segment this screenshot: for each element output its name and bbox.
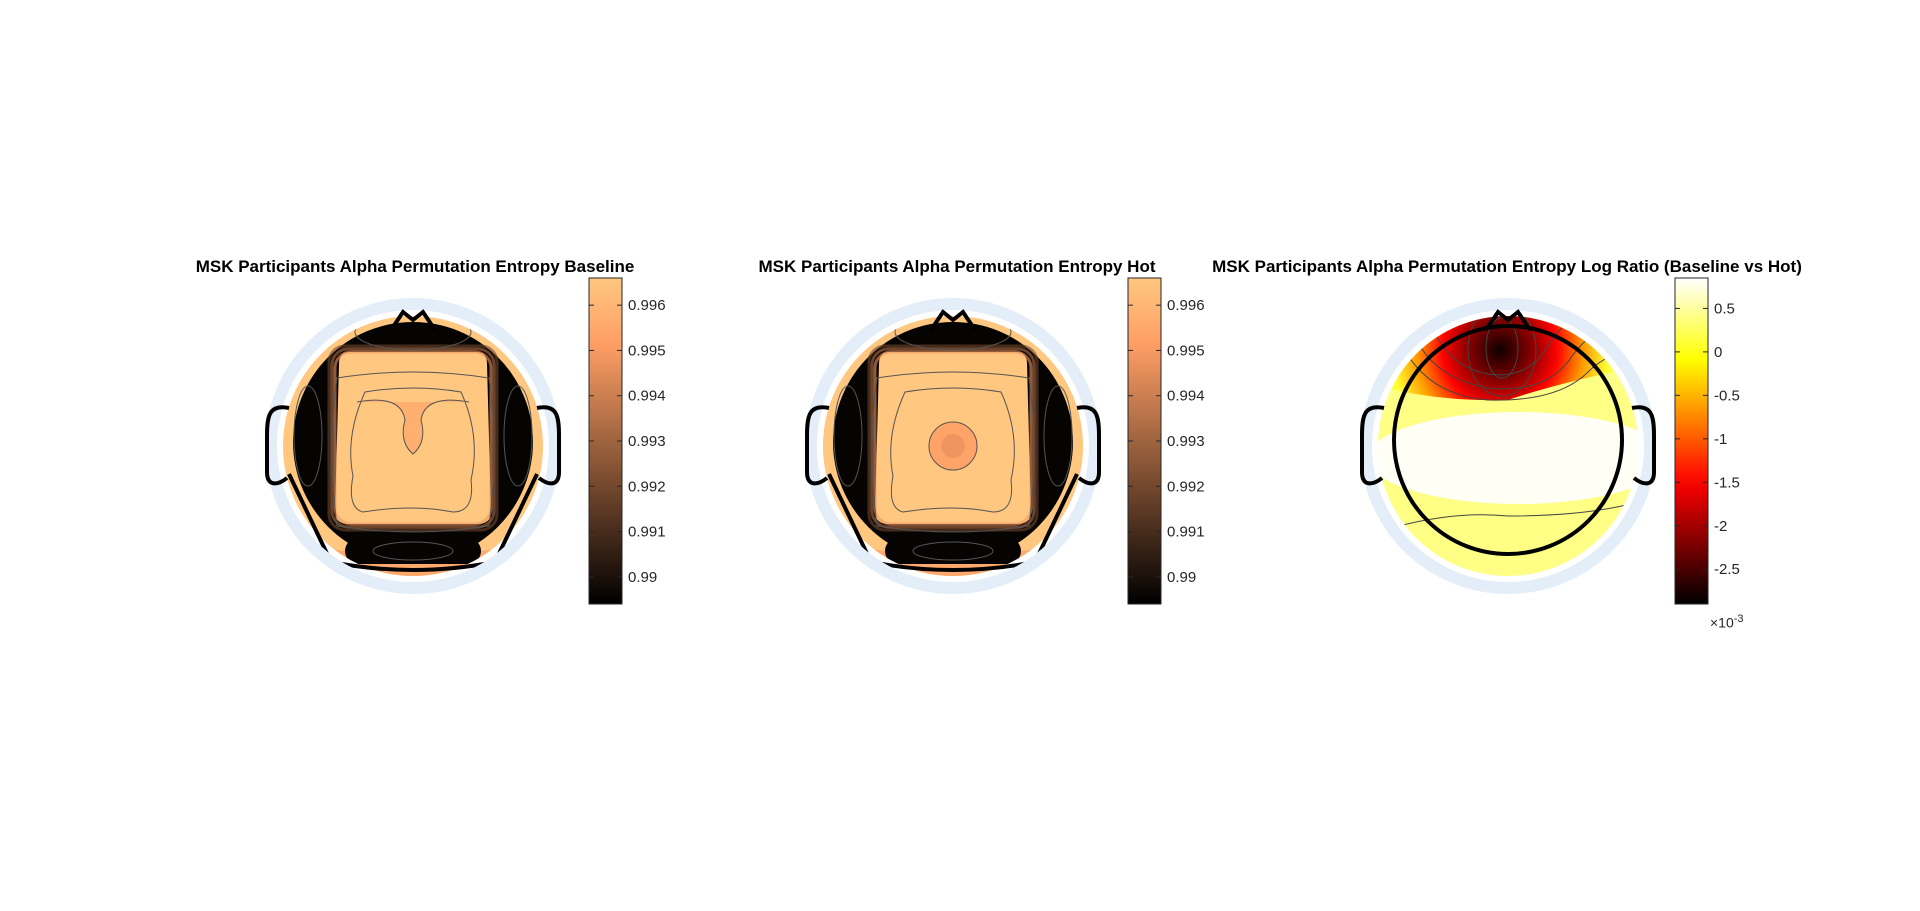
topoplot-map [823, 316, 1083, 576]
colorbar-tick-label: 0.991 [628, 524, 666, 541]
nose-outline [929, 309, 977, 332]
topoplot-panel-hot: MSK Participants Alpha Permutation Entro… [700, 250, 1260, 650]
contour-line [890, 387, 1015, 513]
contour-line [503, 385, 533, 487]
head-halo [805, 298, 1101, 594]
head-halo [1360, 298, 1656, 594]
colorbar-tick-label: 0 [1714, 344, 1722, 361]
low-value-region [1378, 316, 1638, 401]
colorbar [1127, 277, 1162, 605]
head-outline [1392, 324, 1624, 556]
colorbar-tick-label: 0.994 [1167, 388, 1205, 405]
left-ear-outline [805, 405, 830, 486]
colorbar-tick-label: -2.5 [1714, 561, 1740, 578]
colorbar-tick-label: 0.991 [1167, 524, 1205, 541]
contour-line [1378, 501, 1638, 533]
colorbar-tick-label: 0.99 [1167, 569, 1196, 586]
nose-outline [389, 309, 437, 332]
right-ear-outline [1076, 405, 1101, 486]
gradient-edge [867, 344, 1039, 532]
gradient-edge [327, 344, 499, 532]
contour-line [1387, 316, 1638, 401]
colorbar-tick-label: 0.996 [628, 297, 666, 314]
topoplot-map [283, 316, 543, 576]
colorbar-tick-label: 0.995 [628, 342, 666, 359]
center-dot-core [941, 434, 965, 458]
colorbar-tick-label: 0.996 [1167, 297, 1205, 314]
right-ear-outline [536, 405, 561, 486]
colorbar-tick-label: 0.992 [628, 478, 666, 495]
high-value-region [1378, 412, 1638, 504]
right-ear-outline [1631, 405, 1656, 486]
contour-line [871, 371, 1035, 533]
contour-line [354, 316, 472, 351]
colorbar-tick-label: -1.5 [1714, 474, 1740, 491]
low-value-region [345, 538, 481, 564]
topoplot-svg: -2.5 -2 -1.5 -1 -0.5 0 0.5 [1360, 277, 1740, 605]
colorbar-exponent-base: ×10 [1710, 614, 1734, 631]
colorbar-tick-label: 0.993 [1167, 433, 1205, 450]
contour-line [350, 387, 475, 513]
left-ear-outline [265, 405, 290, 486]
colorbar-exponent: ×10-3 [1710, 613, 1744, 631]
topoplot-panel-log-ratio: MSK Participants Alpha Permutation Entro… [1212, 250, 1920, 650]
contour-line [1043, 385, 1073, 487]
contour-line [912, 541, 994, 561]
colorbar-tick-label: 0.994 [628, 388, 666, 405]
gradient-edge [873, 350, 1033, 526]
chart-title: MSK Participants Alpha Permutation Entro… [1212, 257, 1802, 276]
colorbar-tick-label: 0.995 [1167, 342, 1205, 359]
colorbar-tick-label: -0.5 [1714, 387, 1740, 404]
colorbar-tick-label: 0.993 [628, 433, 666, 450]
colorbar [588, 277, 623, 605]
topoplot-svg: 0.99 0.991 0.992 0.993 0.994 0.995 0.996 [265, 277, 666, 605]
contour-line [894, 316, 1012, 351]
topoplot-svg: 0.99 0.991 0.992 0.993 0.994 0.995 0.996 [805, 277, 1205, 605]
colorbar-tick-label: -2 [1714, 518, 1727, 535]
gradient-edge [333, 350, 493, 526]
chart-title: MSK Participants Alpha Permutation Entro… [758, 257, 1156, 276]
head-halo [265, 298, 561, 594]
center-notch [356, 399, 470, 455]
chart-title: MSK Participants Alpha Permutation Entro… [195, 257, 635, 276]
left-ear-outline [1360, 405, 1385, 486]
contour-line [372, 541, 454, 561]
colorbar-tick-label: -1 [1714, 431, 1727, 448]
contour-line [331, 371, 495, 533]
contour-line [1485, 317, 1519, 379]
topoplot-map [1378, 316, 1638, 576]
colorbar-tick-label: 0.99 [628, 569, 657, 586]
colorbar [1674, 277, 1709, 605]
colorbar-exponent-power: -3 [1733, 613, 1744, 625]
topoplot-panel-baseline: MSK Participants Alpha Permutation Entro… [0, 250, 700, 650]
low-value-region [885, 538, 1021, 564]
contour-line [833, 385, 863, 487]
contour-line [1467, 316, 1537, 397]
colorbar-tick-label: 0.5 [1714, 300, 1735, 317]
colorbar-tick-label: 0.992 [1167, 478, 1205, 495]
contour-line [293, 385, 323, 487]
nose-outline [1484, 309, 1532, 332]
